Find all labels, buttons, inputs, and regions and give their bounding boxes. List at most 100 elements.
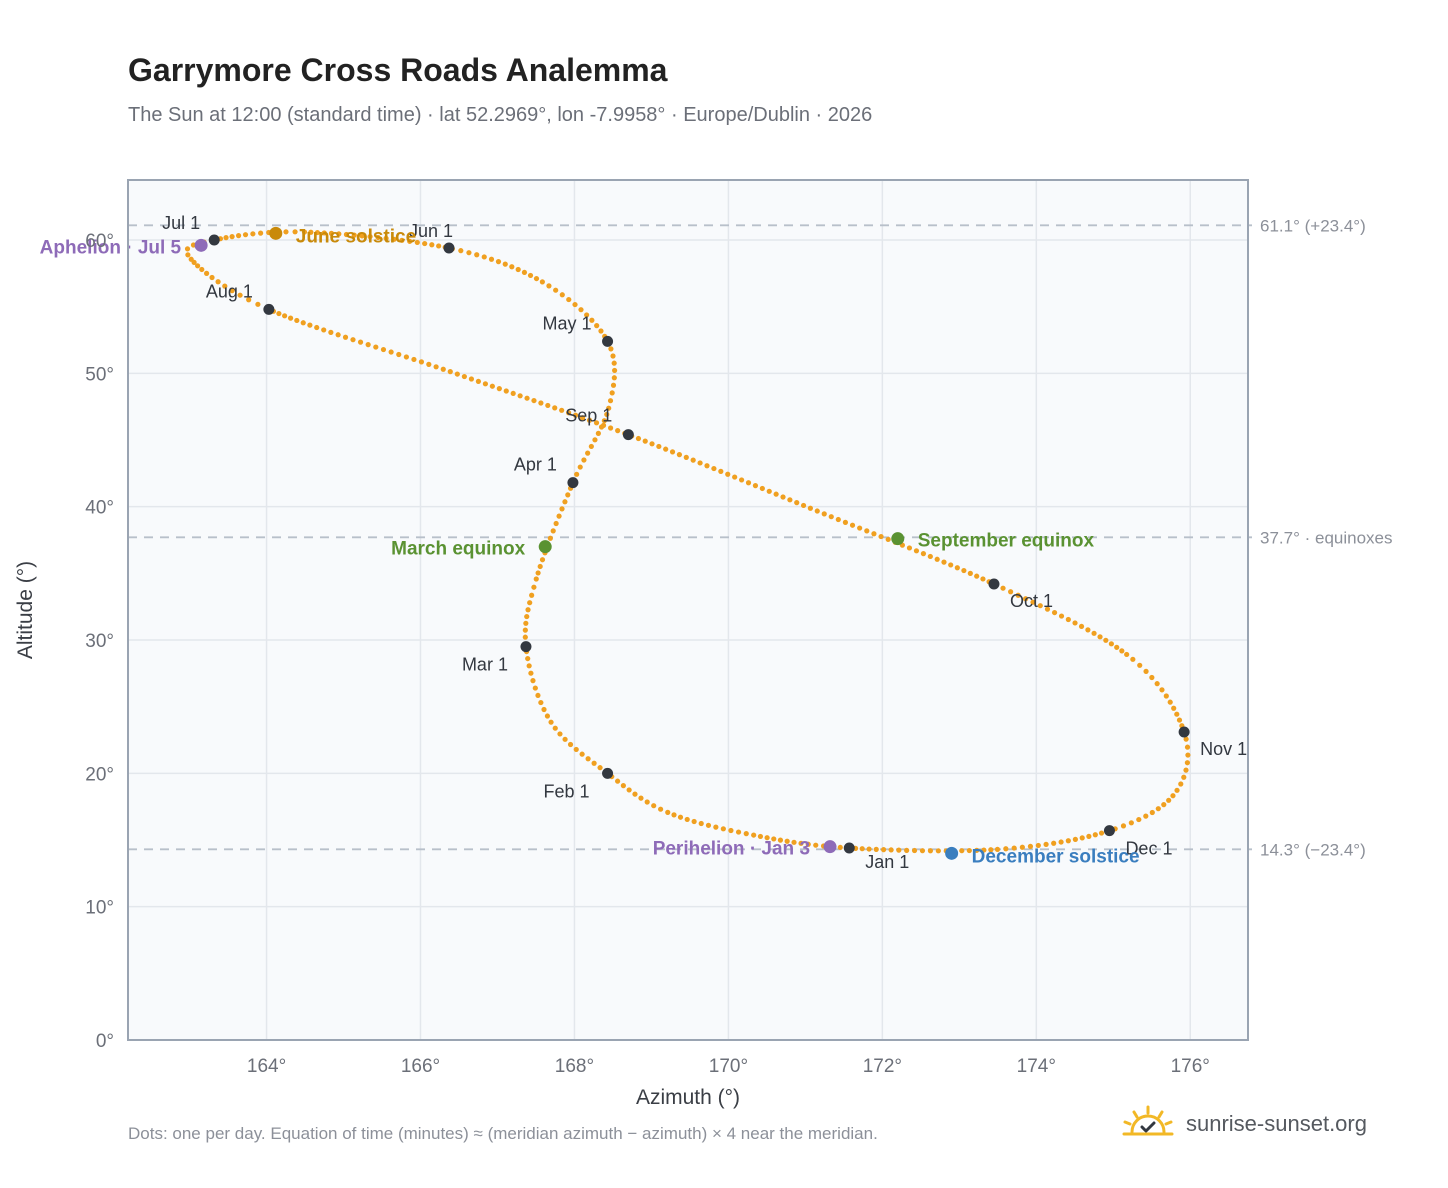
daily-dot bbox=[562, 736, 568, 742]
month-marker bbox=[1103, 825, 1115, 837]
daily-dot bbox=[350, 337, 356, 343]
month-marker-label: Aug 1 bbox=[206, 281, 253, 301]
daily-dot bbox=[1149, 674, 1155, 681]
daily-dot bbox=[638, 795, 644, 801]
event-marker bbox=[269, 226, 283, 240]
month-marker-label: Dec 1 bbox=[1125, 839, 1172, 859]
daily-dot bbox=[525, 607, 531, 613]
daily-dot bbox=[573, 746, 579, 753]
daily-dot bbox=[1072, 836, 1078, 842]
month-marker bbox=[622, 429, 634, 441]
daily-dot bbox=[1128, 820, 1134, 826]
daily-dot bbox=[705, 822, 712, 828]
daily-dot bbox=[557, 731, 563, 737]
daily-dot bbox=[1120, 823, 1127, 829]
brand[interactable]: sunrise-sunset.org bbox=[1120, 1104, 1367, 1144]
daily-dot bbox=[195, 263, 201, 269]
daily-dot bbox=[544, 713, 551, 719]
daily-dot bbox=[562, 499, 568, 505]
daily-dot bbox=[321, 327, 327, 333]
daily-dot bbox=[1023, 596, 1029, 602]
daily-dot bbox=[771, 836, 777, 842]
daily-dot bbox=[282, 313, 288, 319]
daily-dot bbox=[592, 437, 598, 443]
daily-dot bbox=[611, 360, 617, 366]
x-axis-label: Azimuth (°) bbox=[636, 1086, 740, 1109]
daily-dot bbox=[1174, 787, 1180, 793]
daily-dot bbox=[780, 494, 786, 500]
daily-dot bbox=[307, 322, 313, 328]
daily-dot bbox=[535, 570, 541, 576]
daily-dot bbox=[1119, 648, 1125, 654]
daily-dot bbox=[367, 234, 373, 240]
daily-dot bbox=[911, 847, 918, 854]
daily-dot bbox=[509, 264, 515, 270]
daily-dot bbox=[426, 361, 432, 367]
daily-dot bbox=[988, 847, 994, 853]
daily-dot bbox=[980, 576, 986, 582]
daily-dot bbox=[287, 315, 294, 321]
daily-dot bbox=[728, 827, 734, 834]
daily-dot bbox=[598, 328, 604, 334]
daily-dot bbox=[1003, 846, 1009, 852]
daily-dot bbox=[526, 663, 532, 669]
month-markers: Jan 1 Feb 1 Mar 1 Apr 1 May 1 Jun 1 Jul 1 Aug 1… bbox=[162, 213, 1247, 872]
daily-dot bbox=[585, 756, 591, 762]
daily-dot bbox=[743, 831, 749, 837]
daily-dot bbox=[642, 438, 648, 444]
daily-dot bbox=[541, 706, 547, 713]
daily-dot bbox=[565, 492, 571, 498]
daily-dot bbox=[373, 344, 379, 350]
daily-dot bbox=[283, 229, 289, 235]
month-marker-label: Jun 1 bbox=[409, 221, 453, 241]
event-label: Aphelion · Jul 5 bbox=[40, 237, 182, 258]
daily-dot bbox=[738, 477, 745, 483]
daily-dot bbox=[632, 791, 638, 797]
daily-dot bbox=[807, 505, 813, 511]
daily-dot bbox=[522, 627, 528, 633]
daily-dot bbox=[751, 832, 757, 838]
daily-dot bbox=[495, 259, 502, 265]
plot-frame bbox=[127, 179, 1249, 1041]
daily-dot bbox=[468, 376, 475, 382]
daily-dot bbox=[745, 480, 752, 486]
daily-dot bbox=[604, 411, 610, 418]
daily-dot bbox=[766, 488, 772, 494]
daily-dot bbox=[593, 420, 600, 426]
daily-dot bbox=[581, 457, 587, 463]
month-marker bbox=[567, 477, 579, 489]
event-marker bbox=[891, 532, 905, 546]
daily-dot bbox=[496, 386, 502, 392]
daily-dot bbox=[1155, 806, 1161, 812]
daily-dot bbox=[574, 471, 580, 477]
daily-dot bbox=[533, 576, 539, 582]
daily-dot bbox=[559, 407, 565, 413]
daily-dot bbox=[399, 237, 405, 243]
daily-dot bbox=[403, 354, 409, 360]
daily-dot bbox=[859, 846, 865, 852]
daily-dot bbox=[649, 441, 655, 447]
daily-dot bbox=[552, 725, 558, 731]
y-tick-label: 60° bbox=[85, 231, 114, 252]
daily-dot bbox=[488, 256, 495, 262]
daily-dot bbox=[300, 320, 306, 326]
x-tick-label: 164° bbox=[247, 1056, 286, 1077]
daily-dot bbox=[828, 514, 834, 520]
daily-dot bbox=[904, 847, 910, 853]
daily-dot bbox=[656, 443, 662, 450]
daily-dot bbox=[1037, 603, 1043, 609]
daily-dot bbox=[609, 390, 615, 396]
daily-dot bbox=[1184, 760, 1190, 766]
daily-dot bbox=[229, 234, 235, 240]
daily-dot bbox=[849, 522, 856, 528]
daily-dot bbox=[1161, 802, 1167, 808]
daily-dot bbox=[784, 838, 790, 844]
daily-dot bbox=[553, 520, 559, 527]
daily-dot bbox=[615, 428, 621, 434]
daily-dot bbox=[967, 570, 973, 576]
daily-dot bbox=[906, 545, 913, 551]
daily-dot bbox=[683, 454, 689, 460]
daily-dot bbox=[1163, 693, 1169, 699]
daily-dot bbox=[757, 833, 764, 840]
daily-dot bbox=[482, 381, 488, 387]
